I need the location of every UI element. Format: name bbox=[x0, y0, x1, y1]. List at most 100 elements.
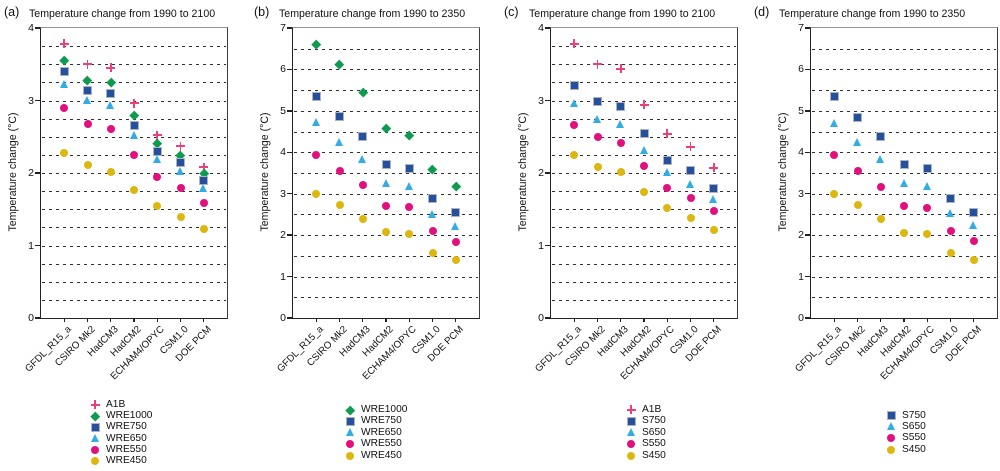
legend-label: WRE550 bbox=[361, 438, 402, 450]
gridline bbox=[294, 69, 478, 71]
y-axis-tick bbox=[545, 99, 550, 102]
plot-area: 0 1 2 3 4 GFDL_R15_a CSIRO Mk2 HadCM3 HadCM2 ECHA… bbox=[534, 22, 738, 382]
triangle-marker-icon bbox=[345, 427, 355, 438]
gridline bbox=[294, 193, 478, 195]
gridline bbox=[812, 297, 996, 299]
circle-marker-glyph bbox=[91, 457, 99, 466]
data-point-s450 bbox=[876, 214, 885, 223]
x-axis-tick bbox=[713, 318, 715, 322]
y-tick-label: 2 bbox=[798, 229, 804, 242]
legend-label: WRE750 bbox=[361, 415, 402, 427]
data-point-s450 bbox=[593, 163, 602, 172]
y-axis-tick bbox=[287, 110, 292, 112]
data-point-a1b bbox=[593, 59, 602, 69]
data-point-s650 bbox=[922, 182, 931, 191]
y-axis-tick bbox=[805, 193, 810, 195]
legend-label: WRE1000 bbox=[361, 403, 408, 415]
data-point-wre550 bbox=[428, 227, 437, 235]
legend-item: WRE450 bbox=[90, 455, 152, 466]
data-point-a1b bbox=[59, 39, 69, 49]
legend-label: A1B bbox=[642, 403, 662, 415]
legend-label: S450 bbox=[902, 443, 926, 455]
data-point-wre650 bbox=[152, 155, 161, 164]
x-axis-tick bbox=[362, 318, 364, 322]
data-point-s450 bbox=[663, 203, 672, 212]
circle-marker-icon bbox=[886, 445, 896, 455]
data-point-wre1000 bbox=[358, 87, 368, 97]
data-point-s750 bbox=[663, 157, 671, 165]
gridline bbox=[42, 227, 226, 229]
y-tick-label: 3 bbox=[280, 187, 286, 200]
data-point-s750 bbox=[687, 167, 694, 175]
y-tick-label: 3 bbox=[28, 94, 34, 107]
legend-label: A1B bbox=[106, 398, 126, 410]
y-axis-title: Temperature change (°C) bbox=[517, 112, 529, 232]
legend: A1B WRE1000 WRE750 WRE650 WRE550 WRE450 bbox=[90, 399, 152, 467]
gridline bbox=[294, 173, 478, 174]
circle-marker-glyph bbox=[346, 451, 354, 460]
data-point-wre650 bbox=[404, 182, 413, 191]
data-point-s750 bbox=[970, 208, 978, 216]
x-axis-tick bbox=[903, 318, 905, 322]
data-point-wre450 bbox=[176, 212, 185, 221]
circle-marker-glyph bbox=[887, 434, 895, 443]
data-point-wre750 bbox=[200, 177, 208, 185]
legend-label: S750 bbox=[642, 415, 666, 427]
gridline bbox=[552, 82, 736, 84]
data-point-wre550 bbox=[451, 237, 460, 246]
data-point-s750 bbox=[854, 113, 861, 121]
y-axis-tick bbox=[287, 275, 292, 278]
panel-d: (d) Temperature change from 1990 to 2350… bbox=[750, 0, 1000, 471]
y-axis-tick bbox=[287, 193, 292, 195]
legend-item: WRE550 bbox=[90, 444, 152, 455]
circle-marker-icon bbox=[626, 451, 636, 461]
data-point-wre650 bbox=[59, 79, 68, 88]
x-axis-tick bbox=[620, 318, 622, 322]
legend-item: S550 bbox=[626, 439, 666, 451]
y-axis-tick bbox=[35, 172, 40, 174]
x-axis-tick bbox=[973, 318, 975, 322]
legend-item: WRE1000 bbox=[90, 410, 152, 421]
data-point-s450 bbox=[969, 256, 978, 264]
data-point-s750 bbox=[617, 102, 625, 110]
data-point-s450 bbox=[570, 150, 579, 159]
y-tick-label: 6 bbox=[798, 63, 804, 76]
gridline bbox=[812, 110, 996, 112]
plot-area: 0 1 2 3 4 GFDL_R15_a CSIRO Mk2 HadCM3 HadCM2 ECHA… bbox=[24, 22, 228, 382]
plus-marker-glyph bbox=[90, 400, 100, 410]
data-point-wre450 bbox=[106, 167, 115, 176]
legend-item: WRE750 bbox=[90, 422, 152, 433]
data-point-s750 bbox=[570, 81, 578, 89]
gridline bbox=[42, 263, 226, 265]
y-tick-label: 1 bbox=[280, 270, 286, 283]
data-point-wre650 bbox=[428, 209, 436, 218]
y-tick-label: 7 bbox=[798, 22, 804, 34]
legend-item: A1B bbox=[626, 404, 666, 416]
data-point-s650 bbox=[569, 99, 578, 108]
square-marker-glyph bbox=[346, 417, 354, 425]
legend-item: A1B bbox=[90, 399, 152, 410]
data-point-s750 bbox=[923, 165, 931, 173]
panel-title: Temperature change from 1990 to 2350 bbox=[279, 8, 466, 20]
y-axis-tick bbox=[35, 99, 40, 102]
data-point-wre1000 bbox=[106, 77, 116, 87]
legend-label: WRE450 bbox=[361, 449, 402, 461]
panel-a: (a) Temperature change from 1990 to 2100… bbox=[0, 0, 250, 471]
x-axis-tick bbox=[573, 318, 575, 322]
data-point-s550 bbox=[876, 182, 885, 191]
diamond-marker-glyph bbox=[90, 411, 100, 421]
data-point-wre1000 bbox=[152, 138, 162, 148]
data-point-wre450 bbox=[451, 256, 460, 264]
panel-title: Temperature change from 1990 to 2100 bbox=[29, 8, 216, 20]
data-point-wre750 bbox=[177, 159, 184, 167]
data-point-s750 bbox=[830, 92, 838, 100]
gridline bbox=[42, 64, 226, 66]
legend-label: WRE550 bbox=[106, 443, 147, 455]
data-point-s550 bbox=[923, 203, 932, 212]
triangle-marker-glyph bbox=[626, 427, 635, 436]
x-axis-tick bbox=[926, 318, 928, 322]
panel-title: Temperature change from 1990 to 2350 bbox=[779, 8, 966, 20]
x-axis-tick bbox=[86, 318, 89, 322]
data-point-s550 bbox=[686, 194, 695, 203]
